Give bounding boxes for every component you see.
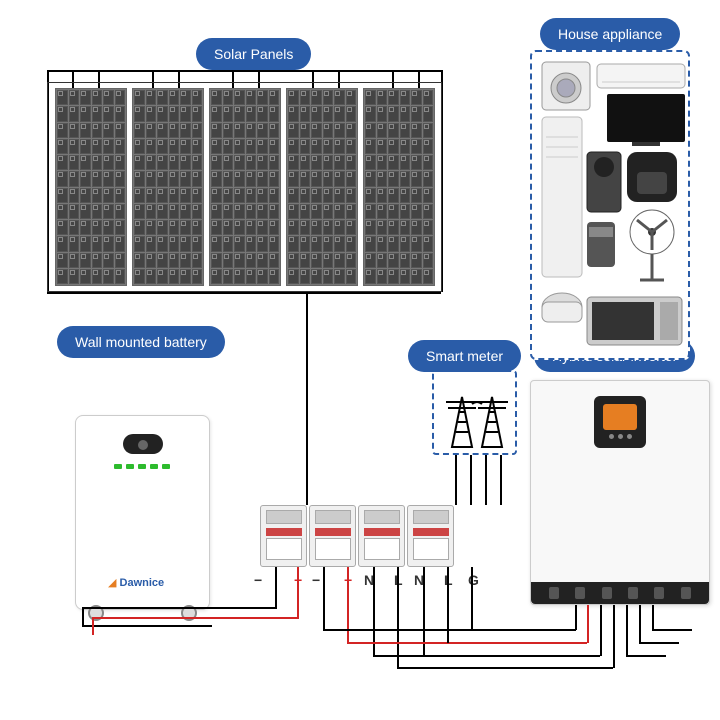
smartmeter-down-wire (470, 455, 472, 505)
battery-bus-wire (82, 607, 277, 609)
battery-led-bar (114, 464, 170, 469)
battery-bus-wire-red (92, 617, 94, 635)
house-appliance-label: House appliance (540, 18, 680, 50)
energy-meter (358, 505, 405, 567)
panel-bottom-bus (47, 292, 441, 294)
bus-wire (652, 629, 692, 631)
solar-panel (55, 88, 127, 286)
battery-bus-wire (82, 607, 84, 625)
terminal-neg: − (312, 572, 320, 588)
bus-wire-red (347, 642, 587, 644)
solar-panels-label: Solar Panels (196, 38, 311, 70)
wall-battery: ◢ Dawnice (75, 415, 210, 610)
transmission-tower-icon (434, 372, 519, 457)
smartmeter-down-wire (455, 455, 457, 505)
wall-battery-label: Wall mounted battery (57, 326, 225, 358)
solar-panel (209, 88, 281, 286)
bus-wire (626, 655, 666, 657)
meter-down-wire (447, 567, 449, 642)
bus-wire (397, 667, 613, 669)
energy-meter (309, 505, 356, 567)
meter-down-wire (275, 567, 277, 607)
bus-wire (447, 642, 449, 643)
meter-down-wire (323, 567, 325, 629)
appliances-svg (532, 52, 692, 362)
inverter-riser (639, 605, 641, 643)
inverter-riser (652, 605, 654, 630)
terminal-g: G (468, 572, 479, 588)
solar-panel (363, 88, 435, 286)
meter-down-wire (471, 567, 473, 629)
hybrid-inverter (530, 380, 710, 605)
solar-panel-array (55, 88, 435, 286)
inverter-riser (626, 605, 628, 656)
bus-wire (373, 655, 600, 657)
inverter-riser (587, 605, 589, 643)
meter-down-wire (397, 567, 399, 667)
bus-wire (639, 642, 679, 644)
meter-down-wire (347, 567, 349, 642)
panel-bus-wire (47, 70, 442, 72)
inverter-display (594, 396, 646, 448)
smart-meter-label: Smart meter (408, 340, 521, 372)
battery-bus-wire-red (92, 617, 299, 619)
inverter-riser (575, 605, 577, 630)
panel-to-meter-wire (306, 292, 308, 505)
battery-brand: ◢ Dawnice (108, 576, 164, 589)
inverter-riser (600, 605, 602, 656)
smartmeter-down-wire (485, 455, 487, 505)
smart-meter-box (432, 370, 517, 455)
energy-meter (260, 505, 307, 567)
solar-panel (132, 88, 204, 286)
bus-wire (423, 655, 425, 656)
meter-down-wire (297, 567, 299, 617)
inverter-riser (613, 605, 615, 668)
house-appliance-box (530, 50, 690, 360)
bus-wire (471, 629, 576, 631)
energy-meter (407, 505, 454, 567)
terminal-neg: − (254, 572, 262, 588)
solar-panel (286, 88, 358, 286)
inverter-connectors (531, 582, 709, 604)
smartmeter-down-wire (500, 455, 502, 505)
battery-bus-wire (82, 625, 212, 627)
